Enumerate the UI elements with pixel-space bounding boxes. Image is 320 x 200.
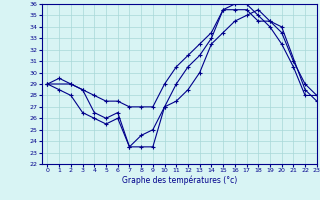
- X-axis label: Graphe des températures (°c): Graphe des températures (°c): [122, 176, 237, 185]
